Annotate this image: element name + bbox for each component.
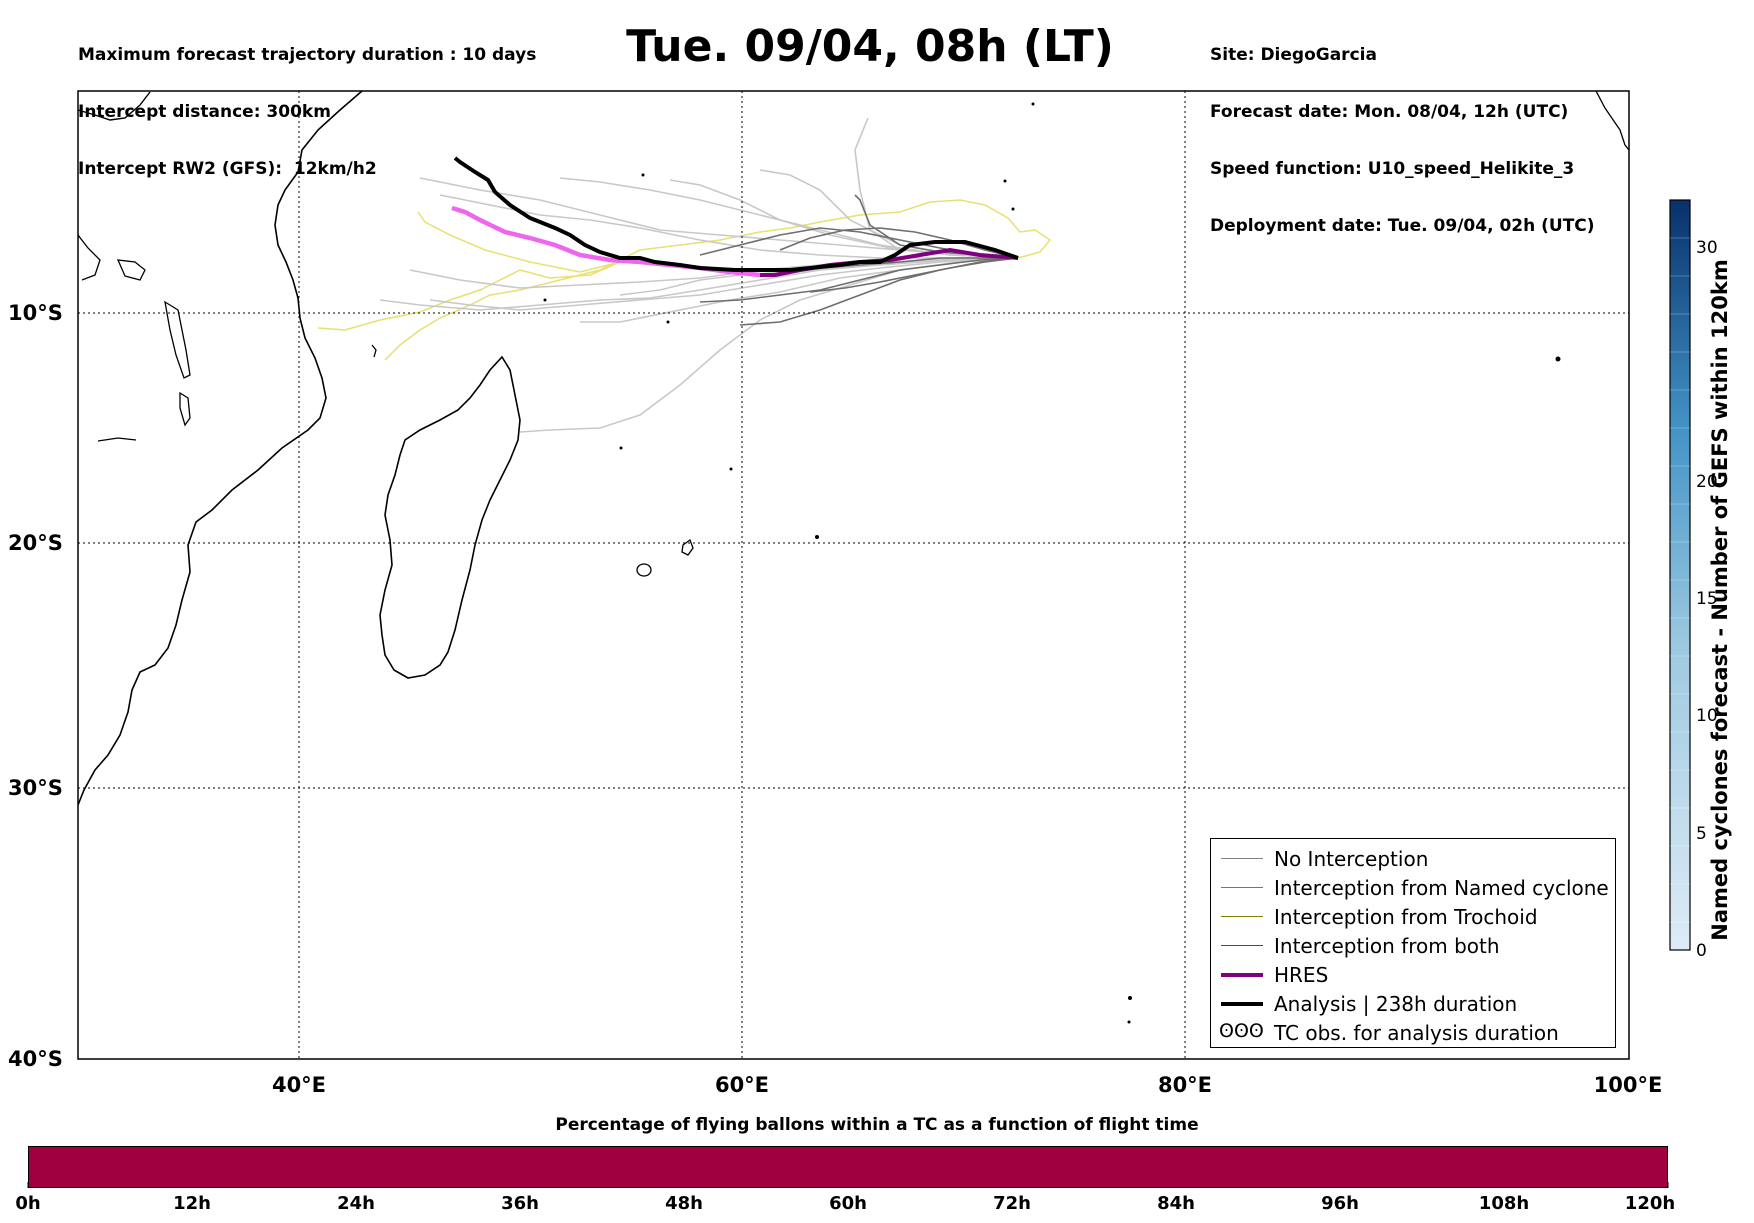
- ensemble-trajectory: [379, 257, 1019, 311]
- coastline-sri-lanka-fragment: [1595, 91, 1629, 151]
- page-title: Tue. 09/04, 08h (LT): [626, 21, 1114, 72]
- legend-item: Interception from both: [1211, 932, 1615, 961]
- ensemble-trajectory: [669, 179, 1019, 259]
- ensemble-trajectory-dark: [779, 227, 1019, 259]
- colorbar-ticks: 0 5 10 15 20 30: [1696, 238, 1718, 961]
- legend-item: No Interception: [1211, 845, 1615, 874]
- island-comoros: [371, 344, 377, 358]
- lat-tick-label: 30°S: [8, 776, 63, 800]
- lat-tick-label: 20°S: [8, 531, 63, 555]
- legend-item: Analysis | 238h duration: [1211, 990, 1615, 1019]
- lat-tick-label: 40°S: [8, 1047, 63, 1071]
- flight-time-tick: 36h: [501, 1193, 539, 1214]
- colorbar-tick-label: 0: [1696, 941, 1707, 961]
- legend-swatch-named-cyclone: [1221, 887, 1263, 888]
- header-left-line: Intercept RW2 (GFS): 12km/h2: [78, 159, 377, 179]
- flight-time-tick: 48h: [665, 1193, 703, 1214]
- coastline-africa: [78, 91, 363, 806]
- legend-label: Interception from both: [1274, 934, 1500, 958]
- island-dot: [543, 298, 547, 302]
- trajectories: [317, 117, 1052, 433]
- legend-swatch-analysis: [1221, 1002, 1263, 1006]
- flight-time-tick: 12h: [173, 1193, 211, 1214]
- flight-time-tick: 0h: [15, 1193, 41, 1214]
- coastline-madagascar: [379, 355, 521, 679]
- trochoid-trajectory-2: [317, 261, 621, 331]
- map-legend: No Interception Interception from Named …: [1210, 838, 1616, 1048]
- colorbar-tick-label: 10: [1696, 706, 1718, 726]
- flight-time-tick: 96h: [1321, 1193, 1359, 1214]
- lake-victoria: [116, 259, 146, 281]
- lake-malawi: [179, 391, 191, 427]
- coastline-arabia: [78, 91, 151, 121]
- legend-swatch-trochoid: [1221, 916, 1263, 917]
- legend-label: HRES: [1274, 963, 1329, 987]
- header-right-line: Site: DiegoGarcia: [1210, 45, 1377, 65]
- ensemble-trajectory-dark: [699, 257, 1019, 303]
- trochoid-trajectory: [384, 199, 1052, 361]
- island-dot: [815, 535, 819, 539]
- legend-item: Interception from Named cyclone: [1211, 874, 1615, 903]
- legend-swatch-no-interception: [1221, 858, 1263, 859]
- island-dot: [619, 446, 623, 450]
- header-right-line: Forecast date: Mon. 08/04, 12h (UTC): [1210, 102, 1569, 122]
- lon-tick-label: 80°E: [1158, 1073, 1212, 1097]
- colorbar-tick-label: 20: [1696, 472, 1718, 492]
- lon-tick-label: 60°E: [715, 1073, 769, 1097]
- lon-tick-label: 40°E: [272, 1073, 326, 1097]
- legend-label: Interception from Named cyclone: [1274, 876, 1609, 900]
- colorbar-title: Named cyclones forecast - Number of GEFS…: [1708, 259, 1732, 941]
- flight-time-tick: 60h: [829, 1193, 867, 1214]
- colorbar-tick-label: 30: [1696, 238, 1718, 258]
- header-left-line: Maximum forecast trajectory duration : 1…: [78, 45, 537, 65]
- legend-swatch-both: [1221, 945, 1263, 946]
- island-dot: [1003, 179, 1007, 183]
- header-right-line: Speed function: U10_speed_Helikite_3: [1210, 159, 1575, 179]
- flight-time-tick: 24h: [337, 1193, 375, 1214]
- flight-time-tick: 72h: [993, 1193, 1031, 1214]
- legend-item: Interception from Trochoid: [1211, 903, 1615, 932]
- legend-label: Interception from Trochoid: [1274, 905, 1538, 929]
- colorbar: [1669, 199, 1691, 951]
- lat-tick-label: 10°S: [8, 301, 63, 325]
- analysis-trajectory: [453, 156, 1019, 272]
- legend-label: Analysis | 238h duration: [1274, 992, 1518, 1016]
- island-dot: [1128, 996, 1132, 1000]
- island-dot: [1011, 207, 1015, 211]
- header-right-line: Deployment date: Tue. 09/04, 02h (UTC): [1210, 216, 1595, 236]
- island-mauritius: [681, 538, 694, 556]
- graticule: [78, 91, 1629, 1059]
- lake-kariba: [97, 437, 137, 442]
- header-right: Site: DiegoGarcia Forecast date: Mon. 08…: [1210, 8, 1595, 255]
- legend-item: ʘʘʘ TC obs. for analysis duration: [1211, 1019, 1615, 1048]
- lon-tick-label: 100°E: [1594, 1073, 1663, 1097]
- island-dot: [641, 173, 645, 177]
- lake-tanganyika: [164, 300, 191, 379]
- island-dot: [1127, 1020, 1131, 1024]
- island-dot: [666, 320, 670, 324]
- island-dot: [1555, 356, 1561, 362]
- island-reunion: [636, 563, 652, 577]
- bottom-bar-title: Percentage of flying ballons within a TC…: [555, 1115, 1199, 1135]
- colorbar-tick-label: 15: [1696, 589, 1718, 609]
- legend-swatch-hres: [1221, 973, 1263, 977]
- map-frame: [77, 90, 1630, 1060]
- flight-time-bar: [28, 1146, 1668, 1188]
- legend-label: TC obs. for analysis duration: [1274, 1021, 1559, 1045]
- island-dot: [1031, 102, 1035, 106]
- colorbar-tick-label: 5: [1696, 824, 1707, 844]
- ensemble-trajectory-dark: [809, 257, 1019, 293]
- colorbar-bands: [1670, 237, 1690, 923]
- coastline-somalia-gulf: [78, 234, 101, 281]
- flight-time-tick: 84h: [1157, 1193, 1195, 1214]
- legend-item: HRES: [1211, 961, 1615, 990]
- tc-obs-icon: ʘʘʘ: [1219, 1020, 1264, 1042]
- island-dot: [729, 467, 733, 471]
- flight-time-tick: 120h: [1624, 1193, 1676, 1214]
- trochoid-trajectory-3: [417, 211, 621, 273]
- flight-time-tick: 108h: [1478, 1193, 1530, 1214]
- legend-label: No Interception: [1274, 847, 1429, 871]
